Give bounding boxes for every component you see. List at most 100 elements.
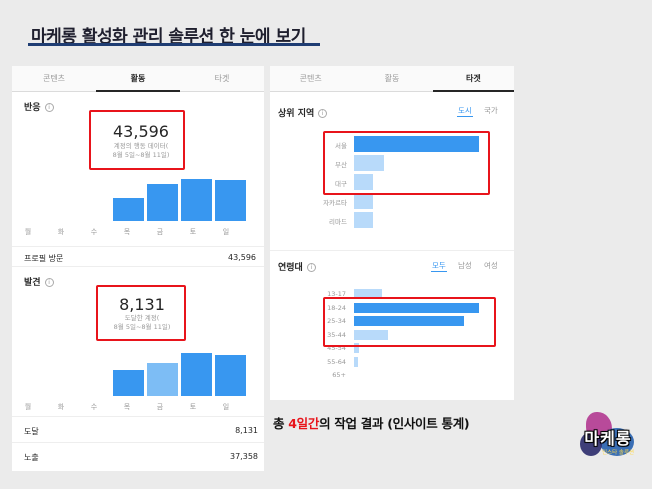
filter-female[interactable]: 여성 <box>484 261 498 270</box>
day-label: 화 <box>57 228 65 236</box>
day-label: 월 <box>24 403 32 411</box>
age-bar <box>354 316 464 326</box>
tab-activity[interactable]: 활동 <box>384 74 400 83</box>
logo-blob <box>580 432 602 456</box>
chart-bar <box>181 179 212 221</box>
age-highlight-box <box>323 297 496 347</box>
age-label: 65+ <box>332 371 346 379</box>
region-bar <box>354 155 384 171</box>
chart-bar <box>215 180 246 221</box>
info-icon[interactable]: i <box>318 109 328 118</box>
region-bar <box>354 193 373 209</box>
filter-all[interactable]: 모두 <box>432 261 446 270</box>
chart-bar <box>147 363 178 396</box>
right-tabs: 콘텐츠 활동 타겟 <box>270 66 515 92</box>
caption-prefix: 총 <box>273 416 289 431</box>
logo-subtext: 인스타 솔루션 <box>602 450 635 456</box>
result-caption: 총 4일간의 작업 결과 (인사이트 통계) <box>273 413 470 432</box>
day-label: 목 <box>123 228 131 236</box>
title-underline <box>28 43 320 46</box>
chart-bar <box>113 198 144 221</box>
left-tabs: 콘텐츠 활동 타겟 <box>12 66 264 92</box>
regions-highlight-box <box>323 131 490 195</box>
reach-total: 43,596 <box>113 122 169 141</box>
discovery-total: 8,131 <box>119 295 165 314</box>
info-icon[interactable]: i <box>44 103 54 112</box>
regions-title-label: 상위 지역 <box>278 109 315 119</box>
reach-row-label: 도달 <box>24 427 39 436</box>
reach-title: 반응 i <box>24 100 54 113</box>
tab-target[interactable]: 타겟 <box>432 66 515 92</box>
chart-bar <box>181 353 212 396</box>
reach-highlight-box <box>89 110 185 170</box>
filter-city[interactable]: 도시 <box>458 106 472 115</box>
activity-panel: 콘텐츠 활동 타겟 반응 i 43,596 계정의 행동 데이터( 8월 5일~8… <box>12 66 264 471</box>
age-title: 연령대 i <box>278 260 316 273</box>
headline: 마케롱 활성화 관리 솔루션 한 눈에 보기 <box>0 0 652 62</box>
reach-subtitle: 계정의 행동 데이터( 8월 5일~8월 11일) <box>96 142 186 160</box>
age-label: 25-34 <box>327 317 346 325</box>
discovery-title: 발견 i <box>24 275 54 288</box>
discovery-title-label: 발견 <box>24 278 41 288</box>
age-label: 35-44 <box>327 331 346 339</box>
logo-text: 마케롱 <box>584 429 632 448</box>
divider <box>12 442 264 443</box>
age-label: 18-24 <box>327 304 346 312</box>
divider <box>12 266 264 267</box>
discovery-sub-line2: 8월 5일~8월 11일) <box>113 323 171 331</box>
region-label: 자카르타 <box>323 199 347 207</box>
filter-male[interactable]: 남성 <box>458 261 472 270</box>
audience-panel: 콘텐츠 활동 타겟 상위 지역 i 도시 국가 서울 부산 대구 자카르타 리마드 연령대… <box>270 66 515 400</box>
caption-highlight: 4일간 <box>288 416 320 431</box>
tab-target[interactable]: 타겟 <box>214 74 230 83</box>
age-label: 55-64 <box>327 358 346 366</box>
day-label: 목 <box>123 403 131 411</box>
info-icon[interactable]: i <box>44 278 54 287</box>
impressions-label: 노출 <box>24 453 39 462</box>
info-icon[interactable]: i <box>306 263 316 272</box>
day-label: 수 <box>90 228 98 236</box>
profile-visits-label: 프로필 방문 <box>24 254 64 263</box>
age-label: 45-54 <box>327 344 346 352</box>
tab-content[interactable]: 콘텐츠 <box>42 74 66 83</box>
caption-suffix: 의 작업 결과 (인사이트 통계) <box>319 416 470 431</box>
tab-content[interactable]: 콘텐츠 <box>299 74 322 83</box>
reach-sub-line2: 8월 5일~8월 11일) <box>112 151 170 159</box>
region-bar <box>354 174 373 190</box>
chart-bar <box>215 355 246 396</box>
discovery-sub-line1: 도달한 계정( <box>124 314 160 322</box>
age-bar <box>354 343 359 353</box>
day-label: 일 <box>222 228 230 236</box>
age-label: 13-17 <box>327 290 346 298</box>
tab-activity[interactable]: 활동 <box>96 66 180 92</box>
region-label: 서울 <box>335 142 347 150</box>
day-label: 월 <box>24 228 32 236</box>
reach-row-value: 8,131 <box>235 426 258 435</box>
region-bar <box>354 212 373 228</box>
profile-visits-value: 43,596 <box>228 253 256 262</box>
filter-country[interactable]: 국가 <box>484 106 498 115</box>
age-title-label: 연령대 <box>278 263 303 273</box>
logo-blob <box>600 428 634 456</box>
discovery-highlight-box <box>96 285 186 341</box>
divider <box>12 416 264 417</box>
filter-underline <box>457 116 473 117</box>
discovery-subtitle: 도달한 계정( 8월 5일~8월 11일) <box>97 314 187 332</box>
region-bar <box>354 136 479 152</box>
age-bar <box>354 357 358 367</box>
brand-logo: 마케롱 인스타 솔루션 <box>572 408 642 470</box>
impressions-value: 37,358 <box>230 452 258 461</box>
chart-bar <box>147 184 178 221</box>
filter-underline <box>431 271 447 272</box>
chart-bar <box>113 370 144 396</box>
region-label: 대구 <box>335 180 347 188</box>
day-label: 수 <box>90 403 98 411</box>
divider <box>270 250 514 251</box>
regions-title: 상위 지역 i <box>278 106 328 119</box>
divider <box>12 246 264 247</box>
day-label: 토 <box>189 228 197 236</box>
day-label: 일 <box>222 403 230 411</box>
day-label: 금 <box>156 228 164 236</box>
day-label: 금 <box>156 403 164 411</box>
age-bar <box>354 330 388 340</box>
